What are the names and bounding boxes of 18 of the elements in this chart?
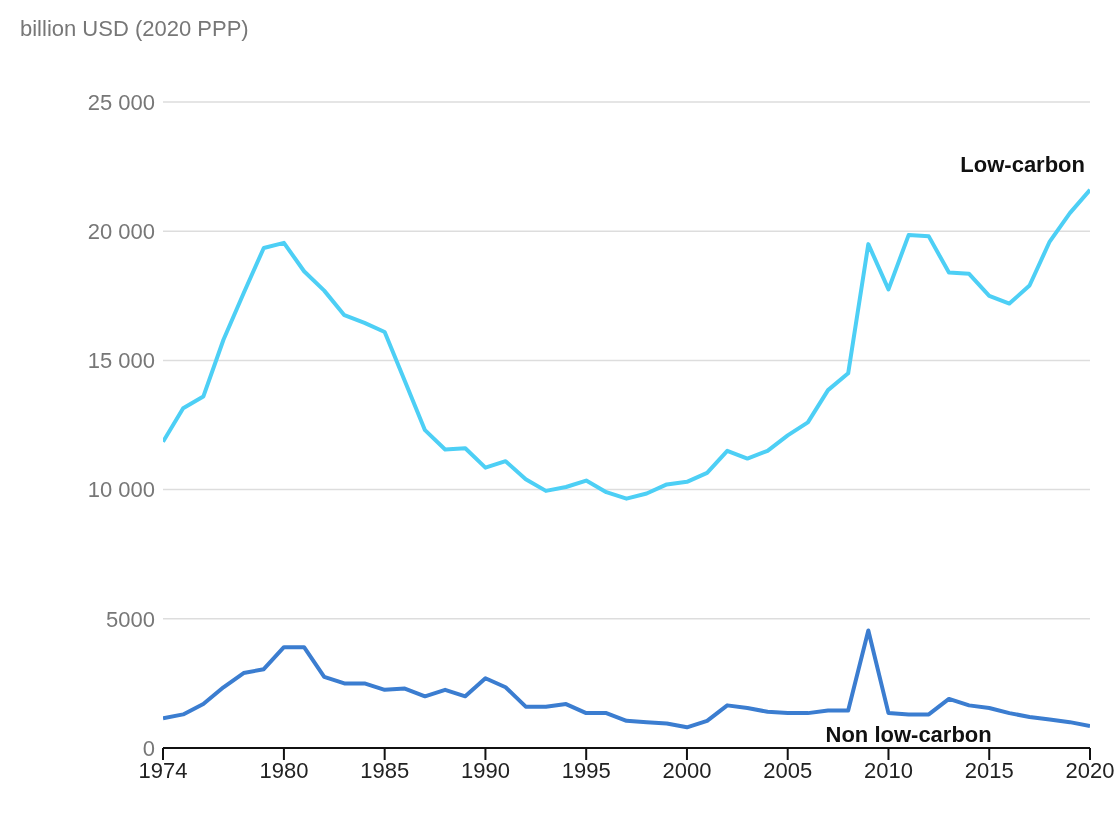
y-tick-label: 10 000 <box>87 477 155 503</box>
x-tick-label: 2000 <box>662 757 712 783</box>
y-tick-label: 20 000 <box>87 219 155 245</box>
series-label: Low-carbon <box>960 151 1085 177</box>
x-tick-label: 2010 <box>864 757 913 783</box>
y-tick-label: 15 000 <box>87 348 155 374</box>
x-tick-label: 1985 <box>360 757 410 783</box>
x-tick-label: 2005 <box>763 757 813 783</box>
y-tick-label: 5000 <box>106 606 155 632</box>
x-tick-label: 2020 <box>1065 757 1115 783</box>
x-tick-label: 1990 <box>460 757 510 783</box>
series-label: Non low-carbon <box>825 722 992 748</box>
y-axis-title: billion USD (2020 PPP) <box>20 16 249 42</box>
y-tick-label: 25 000 <box>87 89 155 115</box>
x-tick-label: 2015 <box>964 757 1014 783</box>
line-series <box>163 187 1090 501</box>
x-tick-label: 1995 <box>561 757 611 783</box>
x-tick-label: 1980 <box>259 757 309 783</box>
